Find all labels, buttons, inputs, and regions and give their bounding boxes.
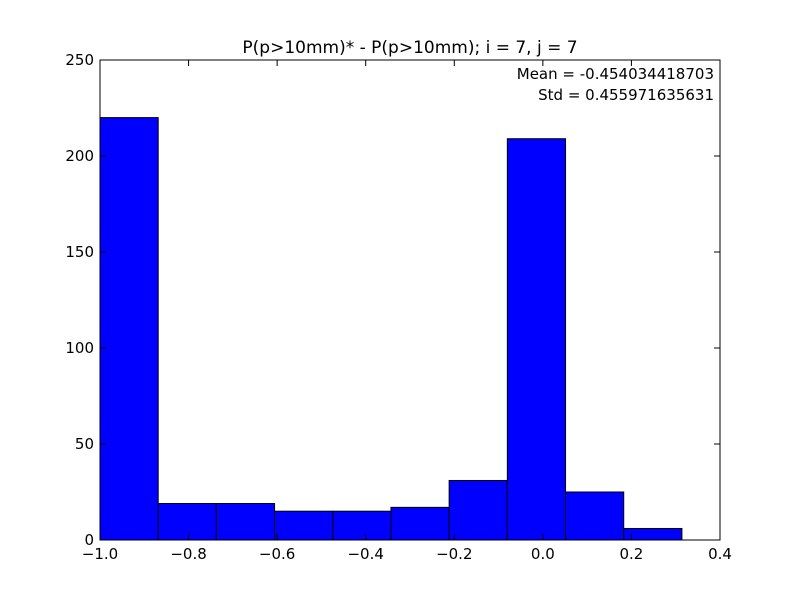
ticks-group: −1.0 −0.8 −0.6 −0.4 −0.2 0.0 0.2 0.4 0 50 100 150 20…: [65, 51, 732, 563]
histogram-bar: [506, 138, 567, 541]
y-tick-label: 200: [65, 147, 94, 165]
plot-frame: [99, 59, 721, 541]
histogram-bar: [215, 503, 276, 541]
x-tick-label: 0.0: [531, 545, 555, 563]
histogram-bar: [332, 510, 392, 541]
y-tick-label: 0: [84, 531, 94, 549]
x-tick-label: −0.4: [347, 545, 383, 563]
x-tick-label: −1.0: [82, 545, 118, 563]
annotation-std: Std = 0.455971635631: [538, 86, 714, 104]
histogram-bar: [623, 527, 683, 541]
x-tick-label: −0.8: [170, 545, 206, 563]
annotation-mean: Mean = -0.454034418703: [517, 65, 714, 83]
histogram-bar: [157, 503, 217, 541]
chart-title: P(p>10mm)* - P(p>10mm); i = 7, j = 7: [242, 38, 577, 58]
x-tick-label: −0.2: [436, 545, 472, 563]
x-tick-label: 0.2: [619, 545, 643, 563]
x-tick-label: 0.4: [708, 545, 732, 563]
y-tick-label: 100: [65, 339, 94, 357]
y-tick-label: 150: [65, 243, 94, 261]
histogram-bar: [274, 510, 334, 541]
histogram-bar: [448, 479, 508, 541]
y-tick-label: 50: [75, 435, 94, 453]
histogram-bar: [99, 117, 159, 541]
bars-group: [99, 117, 683, 541]
histogram-bar: [565, 491, 625, 541]
x-tick-label: −0.6: [259, 545, 295, 563]
histogram-bar: [390, 506, 450, 541]
y-tick-label: 250: [65, 51, 94, 69]
